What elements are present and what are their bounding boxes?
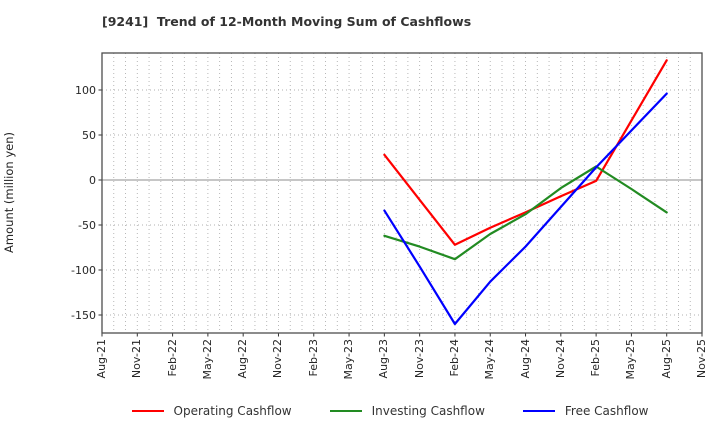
x-tick-label: Feb-22 [165, 339, 179, 377]
legend-line-swatch-icon [522, 410, 555, 412]
y-tick-label: -100 [71, 263, 96, 277]
legend-label: Operating Cashflow [173, 404, 292, 418]
x-tick-label: May-22 [200, 339, 214, 380]
x-tick-label: Aug-22 [236, 339, 250, 379]
x-tick-label: Aug-24 [518, 339, 532, 379]
legend-label: Investing Cashflow [371, 404, 485, 418]
chart-legend: Operating Cashflow Investing Cashflow Free… [0, 404, 720, 418]
x-tick-label: May-24 [483, 339, 497, 380]
x-tick-label: Nov-22 [271, 339, 285, 379]
y-tick-label: 50 [82, 128, 96, 142]
y-tick-label: -50 [78, 218, 96, 232]
x-tick-label: Aug-21 [95, 339, 108, 379]
x-tick-label: Feb-24 [447, 339, 461, 377]
y-tick-label: -150 [71, 308, 96, 322]
y-tick-label: 100 [75, 83, 96, 97]
x-tick-label: Nov-24 [553, 339, 567, 379]
x-tick-label: Nov-25 [695, 339, 708, 379]
series-line-free-cashflow [383, 92, 668, 326]
legend-line-swatch-icon [131, 410, 164, 412]
legend-line-swatch-icon [329, 410, 362, 412]
series-line-investing-cashflow [383, 165, 668, 261]
y-tick-label: 0 [89, 173, 96, 187]
x-tick-label: May-25 [624, 339, 638, 380]
plot-border [101, 52, 703, 334]
legend-item-free-cashflow: Free Cashflow [522, 404, 649, 418]
x-tick-label: Nov-21 [130, 339, 144, 379]
legend-label: Free Cashflow [564, 404, 649, 418]
x-tick-label: May-23 [342, 339, 356, 380]
x-tick-label: Feb-25 [589, 339, 603, 377]
x-tick-label: Aug-25 [659, 339, 673, 379]
x-tick-label: Feb-23 [306, 339, 320, 377]
chart-title: [9241] Trend of 12-Month Moving Sum of C… [102, 14, 472, 29]
legend-item-investing-cashflow: Investing Cashflow [329, 404, 485, 418]
legend-item-operating-cashflow: Operating Cashflow [131, 404, 292, 418]
x-tick-label: Nov-23 [412, 339, 426, 379]
x-tick-label: Aug-23 [377, 339, 391, 379]
series-line-operating-cashflow [383, 59, 668, 246]
